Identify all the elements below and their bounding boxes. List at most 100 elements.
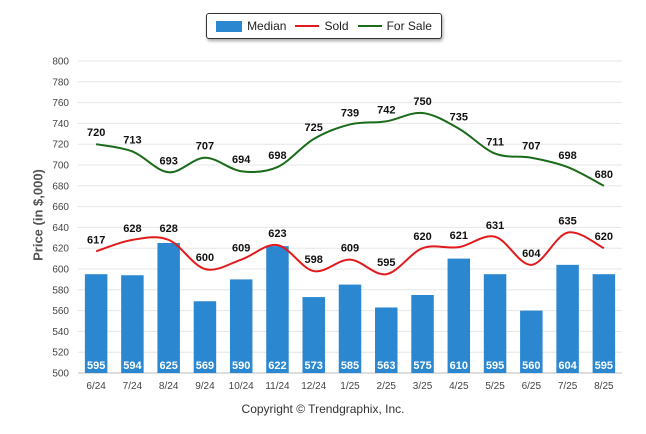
bar-value-label: 590 xyxy=(232,360,250,372)
x-tick-label: 4/25 xyxy=(449,381,469,392)
y-tick-label: 760 xyxy=(52,98,69,109)
bar-median-2/25 xyxy=(375,307,398,373)
data-label-sold: 631 xyxy=(486,220,504,232)
y-tick-label: 620 xyxy=(52,244,69,255)
y-tick-label: 500 xyxy=(52,369,69,380)
data-label-sold: 620 xyxy=(595,231,613,243)
bar-median-6/25 xyxy=(520,310,543,373)
legend-item-median[interactable]: Median xyxy=(216,19,286,33)
bar-median-12/24 xyxy=(302,297,325,373)
legend-label-median: Median xyxy=(247,19,287,33)
data-label-for-sale: 713 xyxy=(123,134,141,146)
data-label-sold: 598 xyxy=(305,254,323,266)
line-sold xyxy=(95,231,605,276)
data-label-for-sale: 750 xyxy=(413,96,431,108)
y-tick-label: 800 xyxy=(52,57,69,68)
data-label-sold: 600 xyxy=(196,252,214,264)
y-tick-label: 520 xyxy=(52,348,69,359)
bar-value-label: 604 xyxy=(558,360,577,372)
bar-value-label: 595 xyxy=(486,360,504,372)
bar-median-6/24 xyxy=(84,274,108,373)
data-label-for-sale: 742 xyxy=(377,104,395,116)
bar-value-label: 585 xyxy=(341,360,359,372)
bar-value-label: 622 xyxy=(268,360,286,372)
bar-median-1/25 xyxy=(338,284,362,373)
data-label-sold: 617 xyxy=(87,234,105,246)
data-label-sold: 628 xyxy=(159,223,177,235)
bar-value-label: 594 xyxy=(123,360,142,372)
bar-median-3/25 xyxy=(411,295,434,373)
data-label-for-sale: 707 xyxy=(522,141,540,153)
y-tick-label: 580 xyxy=(52,285,69,296)
x-tick-label: 3/25 xyxy=(413,381,433,392)
x-tick-label: 6/24 xyxy=(86,381,106,392)
y-tick-label: 700 xyxy=(52,161,69,172)
y-tick-label: 680 xyxy=(52,181,69,192)
x-tick-label: 8/25 xyxy=(594,381,614,392)
y-tick-label: 720 xyxy=(52,140,69,151)
bar-median-8/25 xyxy=(592,274,616,373)
data-label-sold: 621 xyxy=(450,230,468,242)
x-tick-label: 5/25 xyxy=(485,381,505,392)
bar-value-label: 563 xyxy=(377,360,395,372)
data-label-for-sale: 698 xyxy=(558,150,576,162)
legend: Median Sold For Sale xyxy=(206,13,442,39)
data-label-sold: 628 xyxy=(123,223,141,235)
data-label-for-sale: 735 xyxy=(450,112,468,124)
x-tick-label: 9/24 xyxy=(195,381,215,392)
bar-value-label: 575 xyxy=(413,360,431,372)
y-axis-label: Price (in $,000) xyxy=(30,169,46,261)
data-label-for-sale: 698 xyxy=(268,150,286,162)
legend-swatch-sold xyxy=(295,25,320,27)
data-label-sold: 635 xyxy=(558,216,576,228)
bar-median-11/24 xyxy=(266,246,289,373)
bar-value-label: 610 xyxy=(450,360,468,372)
bar-value-label: 560 xyxy=(522,360,540,372)
x-tick-label: 1/25 xyxy=(340,381,360,392)
data-label-for-sale: 694 xyxy=(232,154,251,166)
bar-median-9/24 xyxy=(193,301,217,373)
legend-label-sold: Sold xyxy=(324,19,349,33)
bar-value-label: 625 xyxy=(159,360,177,372)
legend-swatch-median xyxy=(216,20,243,32)
y-tick-label: 660 xyxy=(52,202,69,213)
bar-median-4/25 xyxy=(447,258,471,373)
x-tick-label: 11/24 xyxy=(265,381,290,392)
data-label-for-sale: 720 xyxy=(87,127,105,139)
data-label-for-sale: 680 xyxy=(595,169,613,181)
data-label-for-sale: 707 xyxy=(196,141,214,153)
y-tick-label: 780 xyxy=(52,77,69,88)
bar-value-label: 595 xyxy=(595,360,613,372)
x-tick-label: 2/25 xyxy=(377,381,397,392)
legend-item-sold[interactable]: Sold xyxy=(295,19,349,33)
bar-value-label: 573 xyxy=(305,360,323,372)
data-label-for-sale: 711 xyxy=(486,137,504,149)
bar-median-7/25 xyxy=(556,264,579,373)
legend-swatch-for-sale xyxy=(357,25,382,27)
data-label-sold: 595 xyxy=(377,257,395,269)
line-for-sale xyxy=(95,111,605,187)
bar-value-label: 569 xyxy=(196,360,214,372)
data-label-for-sale: 725 xyxy=(305,122,323,134)
bar-median-10/24 xyxy=(229,279,253,373)
bar-value-label: 595 xyxy=(87,360,105,372)
legend-item-for-sale[interactable]: For Sale xyxy=(357,19,432,33)
data-label-for-sale: 739 xyxy=(341,107,359,119)
bar-median-7/24 xyxy=(121,275,144,373)
y-tick-label: 640 xyxy=(52,223,69,234)
y-tick-label: 560 xyxy=(52,306,69,317)
data-label-sold: 609 xyxy=(341,243,359,255)
y-tick-label: 600 xyxy=(52,265,69,276)
x-tick-label: 10/24 xyxy=(229,381,254,392)
bar-median-8/24 xyxy=(157,243,180,373)
y-tick-label: 740 xyxy=(52,119,69,130)
x-tick-label: 8/24 xyxy=(159,381,179,392)
x-tick-label: 12/24 xyxy=(301,381,326,392)
data-label-sold: 620 xyxy=(413,231,431,243)
data-label-sold: 604 xyxy=(522,248,541,260)
data-label-sold: 623 xyxy=(268,228,286,240)
x-tick-label: 6/25 xyxy=(522,381,542,392)
y-tick-label: 540 xyxy=(52,327,69,338)
x-tick-label: 7/24 xyxy=(123,381,143,392)
